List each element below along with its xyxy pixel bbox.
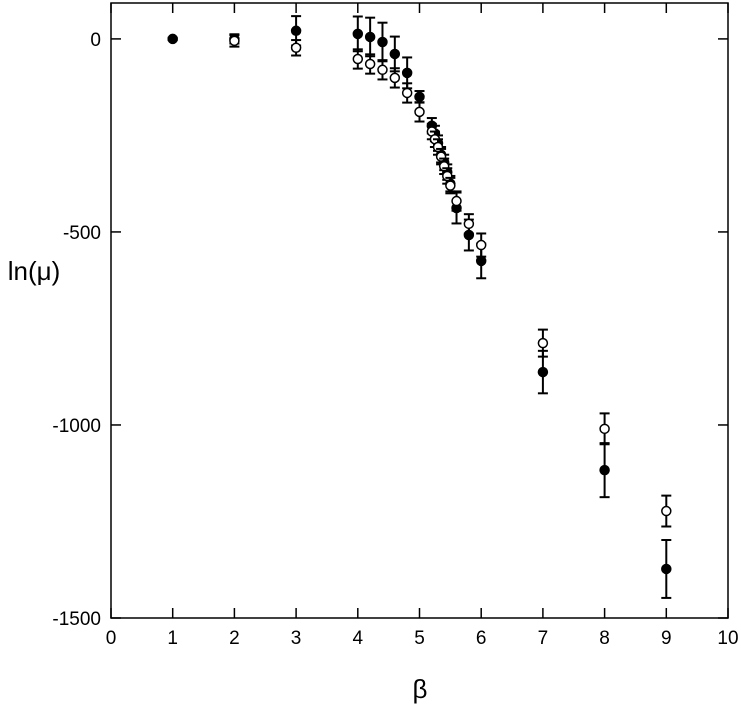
x-tick-label: 2	[229, 628, 240, 649]
x-tick-label: 0	[106, 628, 117, 649]
x-tick-label: 5	[414, 628, 425, 649]
x-tick-label: 10	[717, 628, 738, 649]
point	[352, 28, 364, 40]
point	[414, 91, 425, 103]
x-tick-label: 6	[476, 628, 487, 649]
x-tick-label: 8	[599, 628, 610, 649]
x-tick-label: 3	[291, 628, 302, 649]
x-tick-label: 4	[353, 628, 364, 649]
point	[364, 31, 376, 43]
point	[475, 255, 487, 267]
point	[229, 35, 240, 47]
x-tick-label: 9	[661, 628, 672, 649]
point	[401, 67, 413, 79]
point	[414, 106, 425, 118]
point	[475, 239, 487, 251]
y-axis-label: ln(μ)	[8, 256, 61, 286]
point	[401, 87, 413, 99]
point	[463, 218, 475, 230]
point	[451, 195, 462, 207]
point	[661, 505, 672, 517]
point	[290, 42, 302, 54]
x-axis-label: β	[413, 674, 428, 704]
point	[537, 366, 549, 378]
point	[389, 72, 401, 84]
x-tick-label: 1	[167, 628, 178, 649]
point	[352, 53, 364, 65]
y-tick-label: -500	[63, 223, 101, 244]
point	[661, 563, 672, 575]
point	[377, 36, 388, 48]
point	[290, 25, 302, 37]
point	[599, 464, 610, 476]
point	[445, 180, 456, 191]
point	[599, 423, 610, 435]
point	[364, 58, 376, 70]
x-tick-label: 7	[538, 628, 549, 649]
y-tick-label: 0	[90, 30, 101, 51]
point	[377, 64, 388, 76]
y-tick-label: -1500	[52, 609, 101, 630]
point	[389, 48, 401, 60]
point	[537, 337, 549, 349]
y-tick-label: -1000	[52, 416, 101, 437]
point	[167, 33, 178, 45]
